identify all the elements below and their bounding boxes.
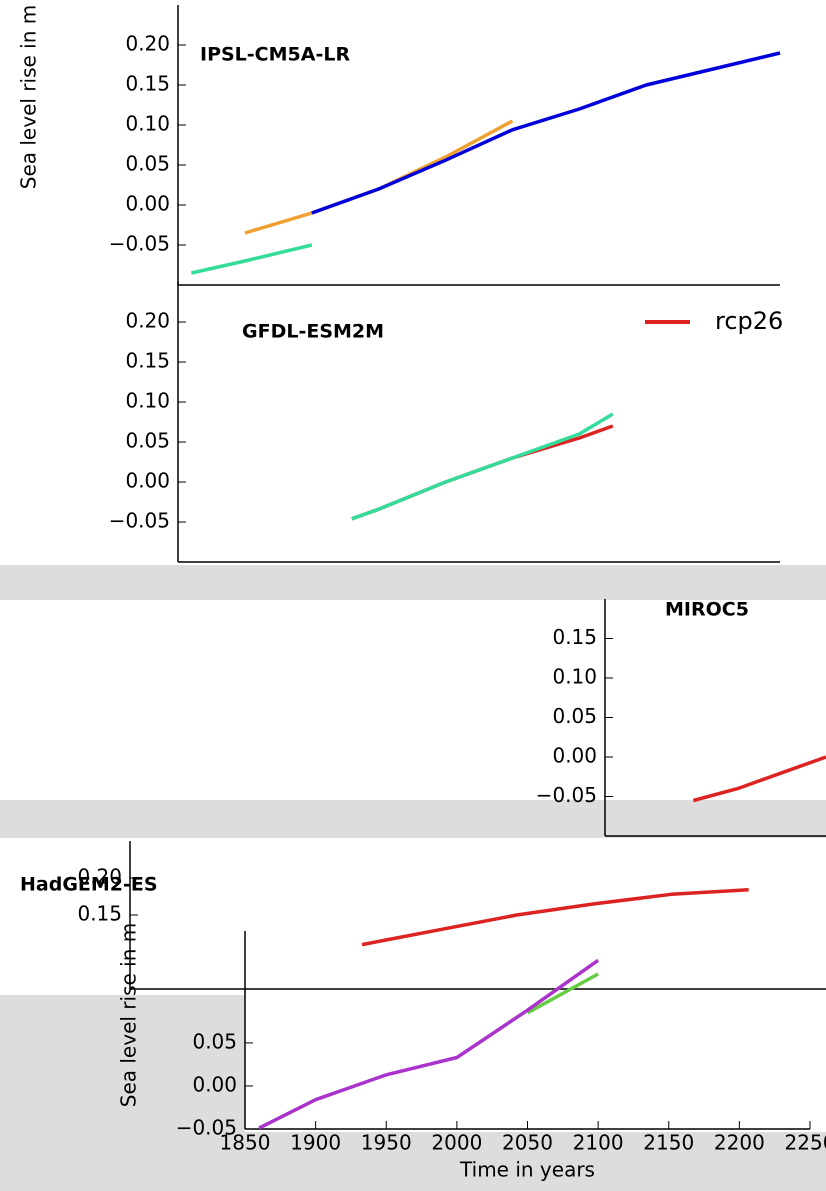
x-tick-label: 2000 [431, 1131, 482, 1155]
panel-title: GFDL-ESM2M [242, 321, 384, 343]
y-tick-label: −0.05 [109, 232, 170, 256]
y-axis-label: Sea level rise in m [17, 5, 41, 189]
y-tick-label: 0.20 [125, 32, 170, 56]
series-line [693, 757, 826, 801]
x-tick-label: 2100 [573, 1131, 624, 1155]
series-line [528, 974, 599, 1013]
y-tick-label: −0.05 [109, 509, 170, 533]
x-tick-label: 1900 [290, 1131, 341, 1155]
x-tick-label: 2250 [785, 1131, 826, 1155]
background-band [0, 565, 826, 600]
x-axis-label: Time in years [459, 1158, 595, 1182]
background-band [0, 800, 826, 838]
y-tick-label: 0.00 [192, 1072, 237, 1096]
y-tick-label: 0.00 [125, 469, 170, 493]
series-line [191, 245, 311, 273]
y-tick-label: 0.05 [552, 704, 597, 728]
series-line [362, 890, 749, 945]
y-tick-label: 0.00 [125, 192, 170, 216]
x-tick-label: 2050 [502, 1131, 553, 1155]
y-tick-label: 0.15 [77, 902, 122, 926]
series-line [352, 414, 613, 519]
y-tick-label: 0.10 [125, 389, 170, 413]
series-line [245, 121, 513, 233]
background-band [0, 1132, 826, 1191]
y-tick-label: 0.10 [125, 112, 170, 136]
y-tick-label: 0.15 [552, 625, 597, 649]
x-tick-label: 1950 [361, 1131, 412, 1155]
y-tick-label: 0.05 [125, 429, 170, 453]
panel-title: MIROC5 [665, 599, 749, 621]
y-tick-label: 0.05 [125, 152, 170, 176]
y-tick-label: 0.05 [192, 1029, 237, 1053]
x-tick-label: 2150 [643, 1131, 694, 1155]
y-tick-label: 0.15 [125, 349, 170, 373]
y-axis-label: Sea level rise in m [117, 923, 141, 1107]
panel-title: IPSL-CM5A-LR [200, 44, 350, 66]
y-tick-label: 0.00 [552, 744, 597, 768]
series-line [259, 960, 598, 1128]
x-tick-label: 2200 [714, 1131, 765, 1155]
chart: 0.20 0.15 0.10 0.05 0.00 −0.05 IPSL-CM5A-LR Sea… [0, 0, 826, 1191]
series-line [312, 53, 780, 213]
y-tick-label: 0.10 [552, 665, 597, 689]
panel-title: HadGEM2-ES [20, 874, 158, 896]
y-tick-label: 0.20 [125, 309, 170, 333]
y-tick-label: 0.15 [125, 72, 170, 96]
y-tick-label: −0.05 [536, 783, 597, 807]
legend-label: rcp26 [715, 307, 783, 335]
x-tick-label: 1850 [220, 1131, 271, 1155]
